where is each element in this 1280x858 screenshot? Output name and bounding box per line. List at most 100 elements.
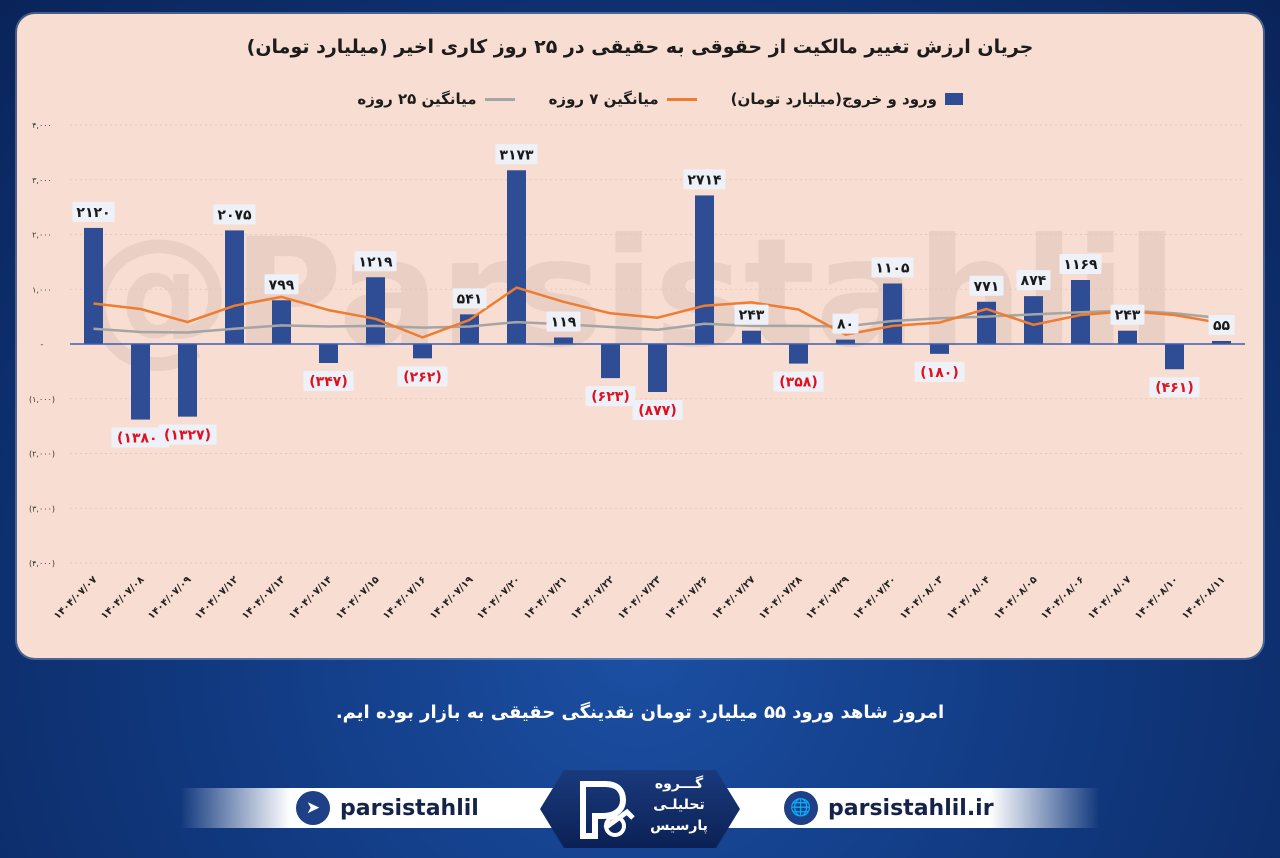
x-tick-label: ۱۴۰۴/۰۷/۱۶ bbox=[381, 574, 428, 621]
data-label-box bbox=[495, 144, 538, 165]
bar bbox=[131, 344, 150, 420]
chart-legend: ورود و خروج(میلیارد تومان) میانگین ۷ روز… bbox=[357, 90, 963, 108]
bar bbox=[836, 339, 855, 344]
x-tick-label: ۱۴۰۴/۰۷/۲۰ bbox=[475, 574, 522, 621]
bar bbox=[272, 300, 291, 344]
data-label: ۷۹۹ bbox=[269, 277, 295, 293]
bar bbox=[1118, 330, 1137, 344]
data-label: ۲۰۷۵ bbox=[217, 207, 252, 223]
telegram-icon: ➤ bbox=[296, 791, 330, 825]
data-label: ۳۱۷۳ bbox=[499, 147, 534, 163]
data-label-box bbox=[303, 370, 354, 391]
x-tick-label: ۱۴۰۴/۰۷/۲۲ bbox=[569, 574, 616, 621]
x-tick-label: ۱۴۰۴/۰۸/۱۱ bbox=[1180, 574, 1227, 621]
legend-swatch-bar bbox=[945, 93, 963, 105]
x-tick-label: ۱۴۰۴/۰۸/۰۳ bbox=[898, 574, 945, 621]
bar bbox=[930, 344, 949, 354]
data-label-box bbox=[871, 257, 914, 278]
bar bbox=[1165, 344, 1184, 370]
website-link[interactable]: 🌐 parsistahlil.ir bbox=[784, 790, 994, 826]
data-label-box bbox=[1208, 314, 1235, 335]
y-tick-label: ۳,۰۰۰ bbox=[32, 176, 52, 185]
bar bbox=[601, 344, 620, 379]
legend-item-ma25: میانگین ۲۵ روزه bbox=[357, 90, 515, 108]
bar bbox=[789, 344, 808, 364]
y-tick-label: (۲,۰۰۰) bbox=[29, 450, 55, 459]
bar bbox=[742, 330, 761, 344]
logo-icon bbox=[580, 781, 635, 839]
data-label-box bbox=[1059, 253, 1102, 274]
legend-label-bar: ورود و خروج(میلیارد تومان) bbox=[730, 90, 937, 108]
bar bbox=[319, 344, 338, 363]
series-line-ma7 bbox=[93, 286, 1222, 339]
data-label: ۱۱۹ bbox=[551, 314, 577, 330]
data-label-box bbox=[1110, 304, 1145, 325]
data-label: ۱۲۱۹ bbox=[358, 254, 393, 270]
data-label: ۲۱۲۰ bbox=[76, 205, 110, 221]
y-tick-label: (۳,۰۰۰) bbox=[29, 504, 55, 513]
website-text: parsistahlil.ir bbox=[828, 795, 994, 821]
bar bbox=[695, 195, 714, 344]
bar bbox=[178, 344, 197, 417]
data-label: (۸۷۷) bbox=[638, 403, 676, 419]
caption-text: امروز شاهد ورود ۵۵ میلیارد تومان نقدینگی… bbox=[335, 702, 945, 723]
y-tick-label: (۱,۰۰۰) bbox=[29, 395, 55, 404]
x-tick-label: ۱۴۰۴/۰۷/۳۰ bbox=[851, 574, 898, 621]
legend-label-ma25: میانگین ۲۵ روزه bbox=[357, 90, 477, 108]
data-label-box bbox=[72, 201, 115, 222]
y-tick-label: ۲,۰۰۰ bbox=[32, 231, 52, 240]
data-label: ۲۷۱۴ bbox=[687, 172, 722, 188]
data-label-box bbox=[111, 427, 170, 448]
bar bbox=[883, 283, 902, 344]
y-tick-label: ۱,۰۰۰ bbox=[32, 285, 52, 294]
data-label-box bbox=[585, 386, 636, 407]
legend-swatch-ma7 bbox=[666, 97, 697, 101]
data-label-box bbox=[397, 366, 448, 387]
data-label-box bbox=[773, 371, 824, 392]
chart-title: جریان ارزش تغییر مالکیت از حقوقی به حقیق… bbox=[246, 36, 1034, 58]
data-label: ۸۰ bbox=[837, 317, 854, 333]
x-tick-label: ۱۴۰۴/۰۷/۲۳ bbox=[616, 574, 663, 621]
data-label-box bbox=[832, 313, 859, 334]
legend-item-ma7: میانگین ۷ روزه bbox=[549, 90, 697, 108]
data-label: (۳۵۸) bbox=[779, 375, 817, 391]
telegram-handle[interactable]: ➤ parsistahlil bbox=[296, 790, 479, 826]
data-label: ۵۴۱ bbox=[457, 291, 483, 307]
data-label: (۴۶۱) bbox=[1155, 380, 1193, 396]
bar bbox=[507, 170, 526, 344]
data-label-box bbox=[914, 361, 965, 382]
bar bbox=[977, 301, 996, 344]
x-tick-label: ۱۴۰۴/۰۷/۰۸ bbox=[99, 574, 146, 621]
series-line-ma25 bbox=[93, 309, 1222, 334]
data-label-box bbox=[734, 304, 769, 325]
data-label: (۲۶۲) bbox=[403, 369, 441, 385]
data-label: ۱۱۰۵ bbox=[875, 261, 910, 277]
logo-text: گـــروه تحلیلـی پارسیس bbox=[644, 774, 714, 837]
x-tick-label: ۱۴۰۴/۰۷/۲۷ bbox=[710, 574, 757, 621]
data-label-box bbox=[452, 288, 487, 309]
x-tick-label: ۱۴۰۴/۰۸/۰۵ bbox=[992, 574, 1039, 621]
data-label: (۱۳۲۷) bbox=[164, 428, 211, 444]
x-tick-label: ۱۴۰۴/۰۷/۱۴ bbox=[287, 574, 334, 621]
bar bbox=[84, 227, 103, 344]
chart-panel: جریان ارزش تغییر مالکیت از حقوقی به حقیق… bbox=[17, 14, 1263, 658]
data-label: ۸۷۴ bbox=[1021, 273, 1047, 289]
data-label: ۵۵ bbox=[1213, 318, 1231, 334]
y-tick-label: - bbox=[41, 340, 44, 349]
y-tick-label: (۴,۰۰۰) bbox=[29, 559, 55, 568]
logo-line-1: گـــروه bbox=[654, 776, 704, 792]
logo-line-3: پارسیس bbox=[650, 818, 708, 834]
x-tick-label: ۱۴۰۴/۰۷/۲۶ bbox=[663, 574, 710, 621]
x-tick-label: ۱۴۰۴/۰۷/۰۷ bbox=[52, 574, 99, 621]
x-tick-label: ۱۴۰۴/۰۸/۰۶ bbox=[1039, 574, 1086, 621]
x-tick-label: ۱۴۰۴/۰۷/۲۹ bbox=[804, 574, 851, 621]
x-tick-label: ۱۴۰۴/۰۷/۰۹ bbox=[146, 574, 193, 621]
data-label-box bbox=[1149, 377, 1200, 398]
data-label-box bbox=[969, 275, 1004, 296]
data-label: ۲۴۳ bbox=[739, 308, 765, 324]
bar bbox=[648, 344, 667, 393]
x-tick-label: ۱۴۰۴/۰۸/۱۰ bbox=[1133, 574, 1180, 621]
x-tick-label: ۱۴۰۴/۰۸/۰۷ bbox=[1086, 574, 1133, 621]
